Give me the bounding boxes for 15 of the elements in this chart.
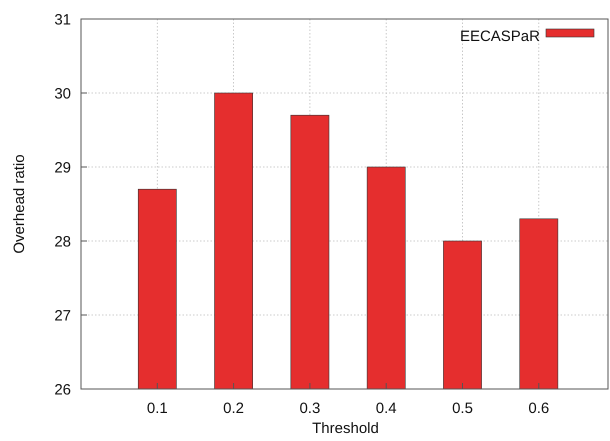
legend-label: EECASPaR: [460, 28, 540, 45]
y-tick-label: 30: [54, 85, 71, 102]
x-axis-title: Threshold: [312, 420, 379, 437]
x-tick-label: 0.2: [223, 400, 244, 417]
x-tick-label: 0.1: [146, 400, 168, 417]
x-tick-label: 0.4: [376, 400, 397, 417]
y-tick-label: 31: [54, 11, 71, 28]
x-tick-label: 0.5: [452, 400, 473, 417]
y-axis-title: Overhead ratio: [11, 154, 28, 254]
y-tick-label: 28: [54, 233, 71, 250]
x-tick-label: 0.6: [528, 400, 550, 417]
y-tick-label: 27: [54, 307, 71, 324]
x-tick-label: 0.3: [299, 400, 320, 417]
y-tick-label: 26: [54, 381, 71, 398]
y-tick-label: 29: [54, 159, 71, 176]
